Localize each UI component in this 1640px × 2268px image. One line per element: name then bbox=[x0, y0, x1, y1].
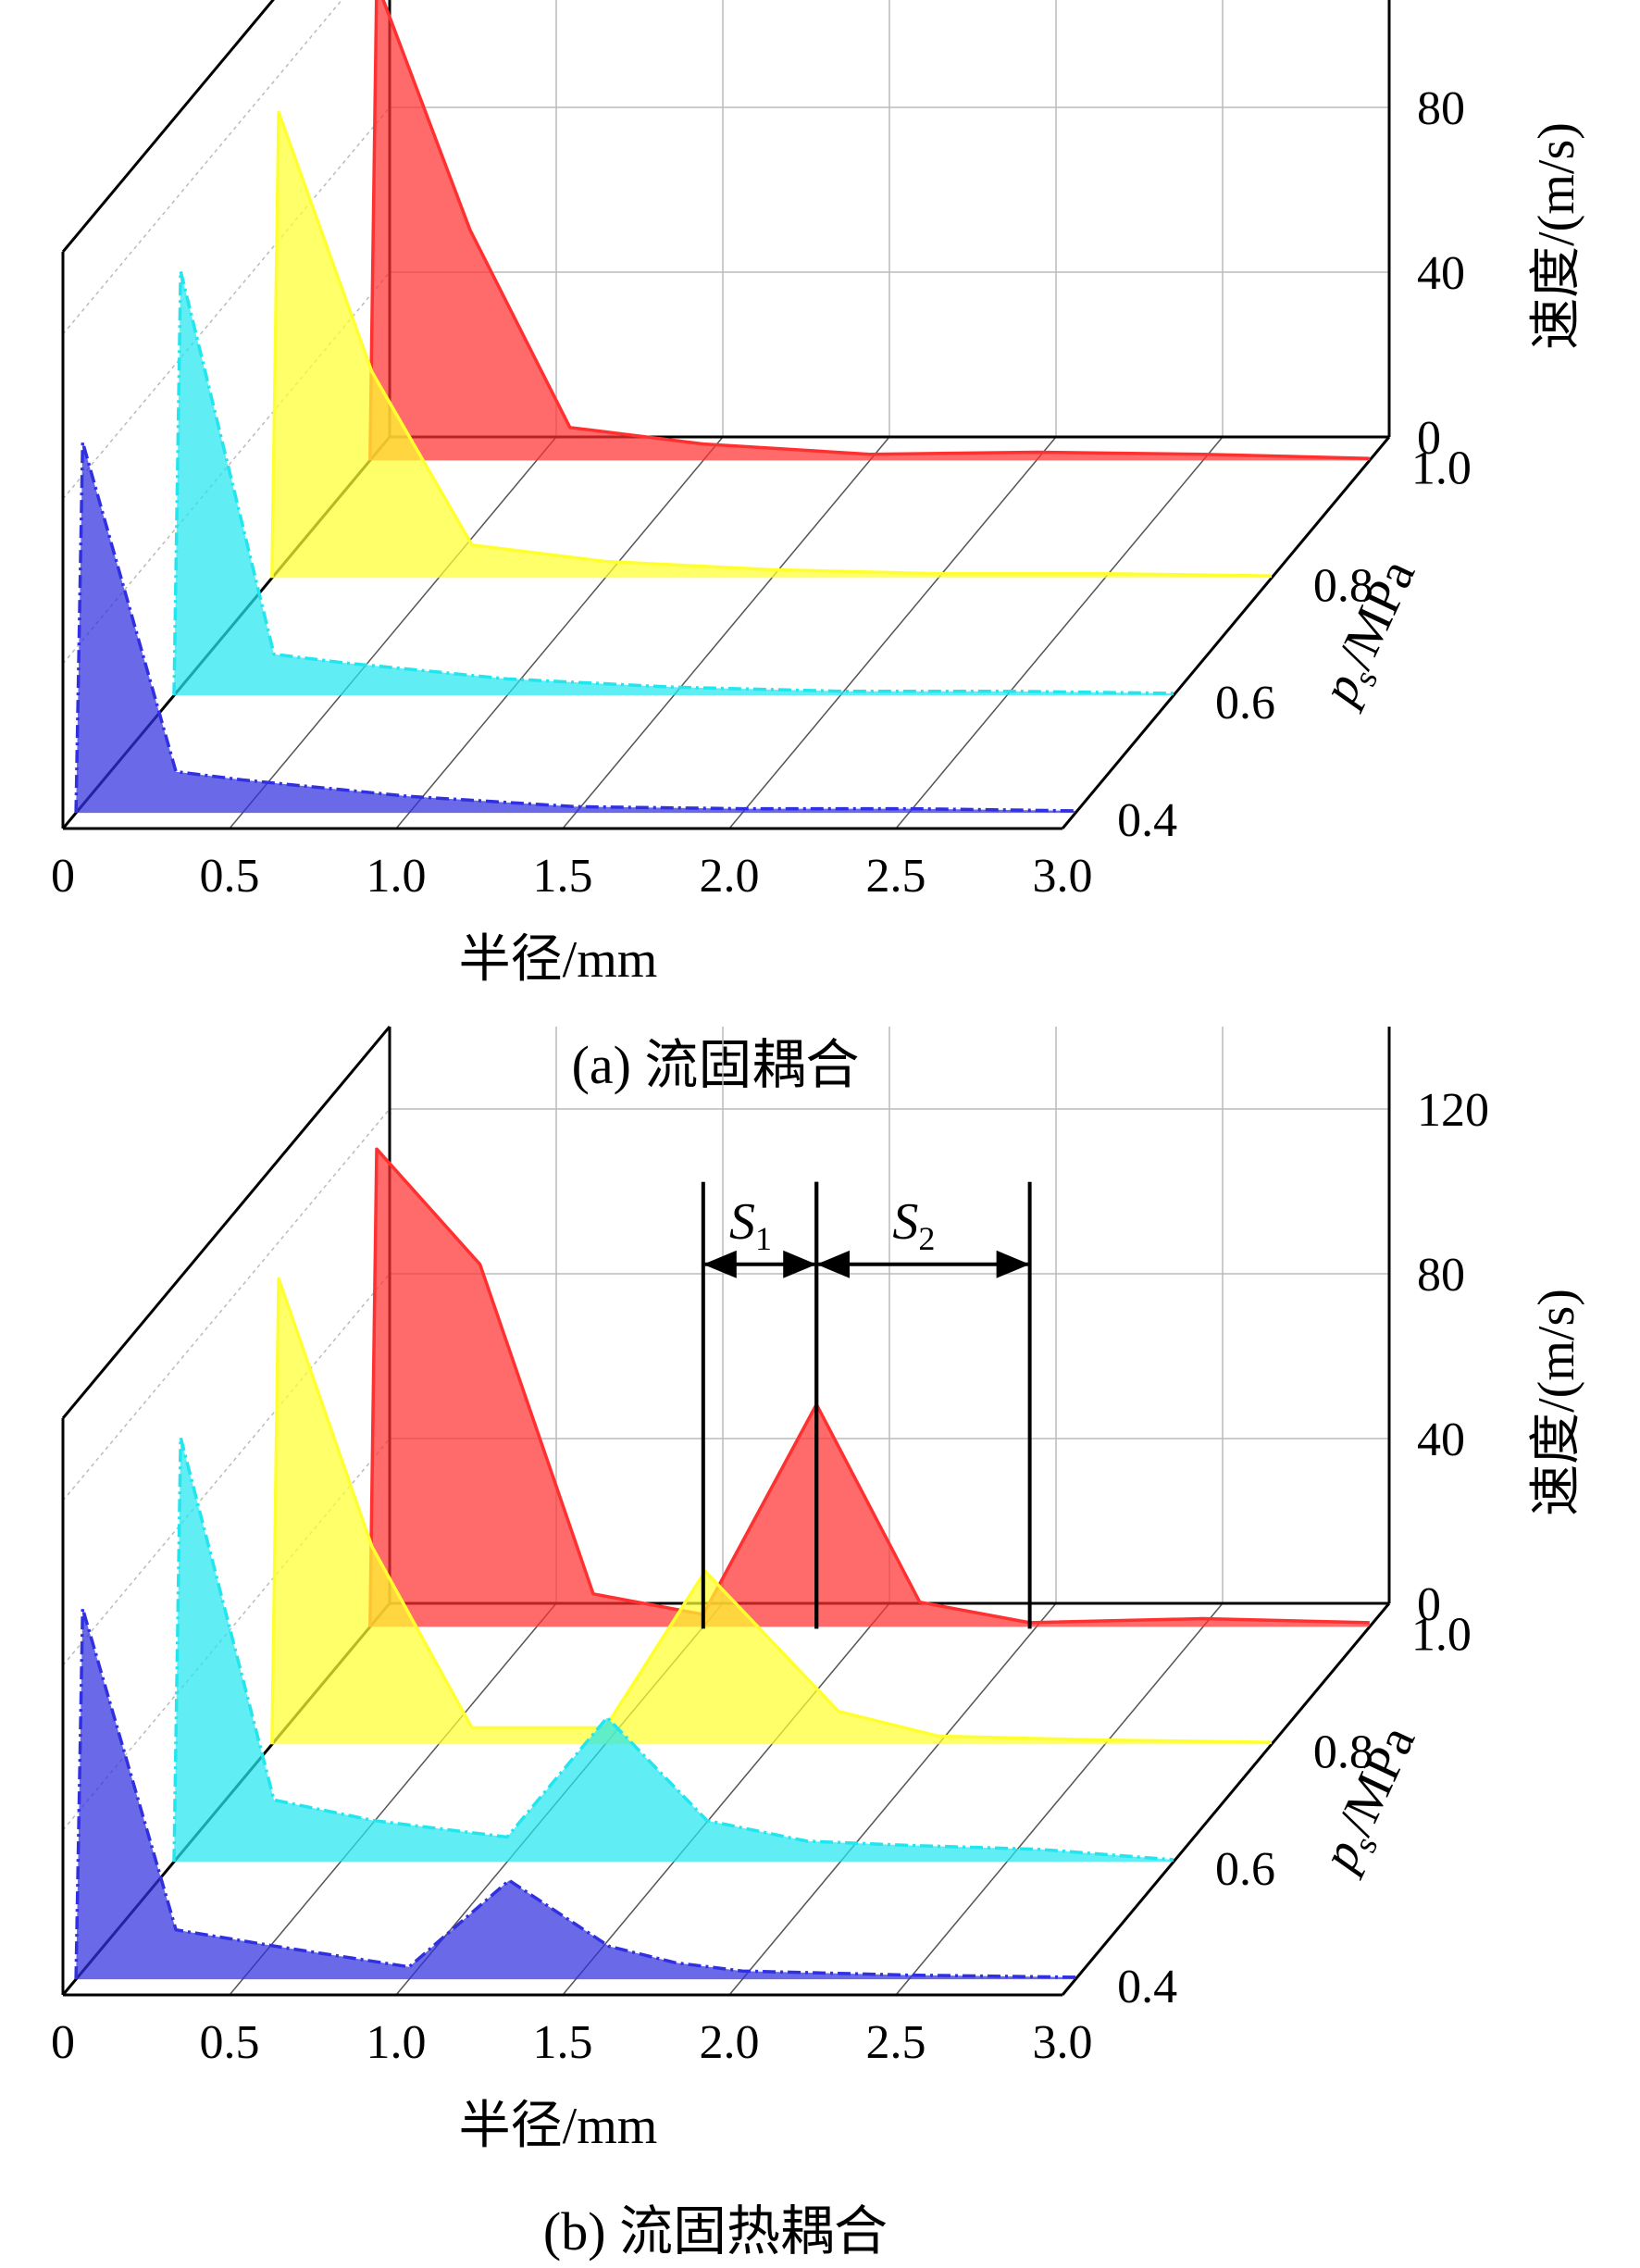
floor-grid bbox=[229, 1602, 557, 1996]
z-tick-label: 0.6 bbox=[1215, 1843, 1275, 1896]
axis-edge bbox=[1061, 436, 1391, 829]
series-group bbox=[74, 0, 1370, 814]
series-area-1.0 bbox=[369, 0, 1370, 461]
floor-grid bbox=[895, 436, 1224, 829]
z-tick-label: 1.0 bbox=[1411, 1608, 1472, 1661]
y-tick-label: 80 bbox=[1417, 1249, 1465, 1302]
axis-edge bbox=[1061, 1602, 1391, 1996]
x-axis-label: 半径/mm bbox=[459, 2098, 658, 2155]
y-tick-label: 40 bbox=[1417, 1414, 1465, 1466]
series-line-0.4 bbox=[74, 440, 1076, 814]
z-tick-label: 0.6 bbox=[1215, 677, 1275, 729]
floor-grid bbox=[229, 436, 557, 829]
y-tick-label: 0 bbox=[1417, 1578, 1441, 1631]
series-area-0.8 bbox=[271, 112, 1272, 579]
series-line-0.6 bbox=[172, 269, 1174, 696]
panel-caption: (a) 流固耦合 bbox=[572, 1035, 860, 1095]
panel-caption: (b) 流固热耦合 bbox=[543, 2201, 888, 2262]
floor-grid bbox=[728, 1602, 1057, 1996]
axis-edge bbox=[61, 0, 275, 253]
x-tick-label: 0 bbox=[51, 850, 75, 903]
z-tick-label: 1.0 bbox=[1411, 442, 1472, 494]
side-wall-grid bbox=[62, 106, 391, 500]
x-tick-label: 0.5 bbox=[200, 850, 260, 903]
series-area-1.0 bbox=[369, 1149, 1370, 1627]
x-tick-label: 1.0 bbox=[367, 850, 427, 903]
grid bbox=[62, 1027, 1390, 1996]
span-label-sub: 2 bbox=[918, 1220, 935, 1257]
series-area-0.4 bbox=[76, 442, 1076, 814]
series-line-0.8 bbox=[270, 110, 1272, 579]
x-tick-label: 2.0 bbox=[700, 2016, 760, 2069]
panel-b-chart: 0 0.5 1.0 1.5 2.0 2.5 3.0 半径/mm 0 40 80 120 速度/(m/s)… bbox=[51, 1026, 1585, 2262]
axes-frame bbox=[61, 0, 1391, 830]
z-tick-label: 0.8 bbox=[1313, 559, 1373, 612]
annotations: S1 S2 bbox=[701, 1181, 1032, 1629]
floor-grid bbox=[895, 1602, 1224, 1996]
series-area-0.8 bbox=[271, 1278, 1272, 1745]
series-line-0.6 bbox=[172, 1436, 1174, 1863]
y-tick-label: 0 bbox=[1417, 412, 1441, 465]
y-tick-label: 120 bbox=[1417, 1084, 1489, 1137]
side-wall-grid bbox=[62, 1108, 391, 1502]
side-wall-grid bbox=[62, 0, 343, 335]
x-tick-label: 0 bbox=[51, 2016, 75, 2069]
z-tick-label: 0.8 bbox=[1313, 1726, 1373, 1778]
floor-grid bbox=[562, 1602, 890, 1996]
x-tick-labels: 0 0.5 1.0 1.5 2.0 2.5 3.0 bbox=[51, 850, 1093, 903]
floor-grid bbox=[562, 436, 890, 829]
series-line-1.0 bbox=[368, 1147, 1370, 1627]
x-tick-label: 1.5 bbox=[533, 850, 593, 903]
x-tick-label: 1.0 bbox=[367, 2016, 427, 2069]
z-tick-labels: 0.4 0.6 0.8 1.0 bbox=[1117, 442, 1472, 847]
x-tick-label: 2.5 bbox=[866, 2016, 926, 2069]
y-tick-label: 80 bbox=[1417, 82, 1465, 135]
panel-a-chart: 00.51.01.52.02.53.0半径/mm04080120速度/(m/s)… bbox=[51, 0, 1585, 1095]
series-area-0.4 bbox=[76, 1608, 1076, 1980]
series-line-0.8 bbox=[270, 1277, 1272, 1745]
x-tick-label: 0.5 bbox=[200, 2016, 260, 2069]
y-axis-label: 速度/(m/s) bbox=[1528, 1289, 1585, 1516]
floor-grid bbox=[395, 436, 724, 829]
y-tick-label: 40 bbox=[1417, 247, 1465, 300]
z-tick-label: 0.4 bbox=[1117, 794, 1177, 847]
span-label: S1 bbox=[729, 1193, 772, 1257]
span-label: S2 bbox=[892, 1193, 935, 1257]
span-label-sub: 1 bbox=[755, 1220, 772, 1257]
x-tick-label: 3.0 bbox=[1033, 2016, 1093, 2069]
series-line-0.4 bbox=[74, 1606, 1076, 1980]
series-line-1.0 bbox=[368, 0, 1370, 461]
y-tick-labels: 0 40 80 120 bbox=[1417, 1084, 1489, 1631]
side-wall-grid bbox=[62, 1273, 391, 1666]
x-tick-label: 3.0 bbox=[1033, 850, 1093, 903]
x-tick-labels: 0 0.5 1.0 1.5 2.0 2.5 3.0 bbox=[51, 2016, 1093, 2069]
x-axis-label: 半径/mm bbox=[459, 931, 658, 989]
grid bbox=[62, 0, 1390, 829]
axis-edge bbox=[61, 1026, 391, 1419]
x-tick-label: 2.5 bbox=[866, 850, 926, 903]
series-group bbox=[74, 1147, 1370, 1980]
y-axis-label: 速度/(m/s) bbox=[1528, 122, 1585, 350]
x-tick-label: 2.0 bbox=[700, 850, 760, 903]
x-tick-label: 1.5 bbox=[533, 2016, 593, 2069]
span-label-main: S bbox=[729, 1193, 755, 1251]
series-area-0.6 bbox=[174, 1437, 1174, 1863]
z-tick-labels: 0.4 0.6 0.8 1.0 bbox=[1117, 1608, 1472, 2013]
floor-grid bbox=[728, 436, 1057, 829]
z-tick-label: 0.4 bbox=[1117, 1961, 1177, 2013]
span-label-main: S bbox=[892, 1193, 918, 1251]
